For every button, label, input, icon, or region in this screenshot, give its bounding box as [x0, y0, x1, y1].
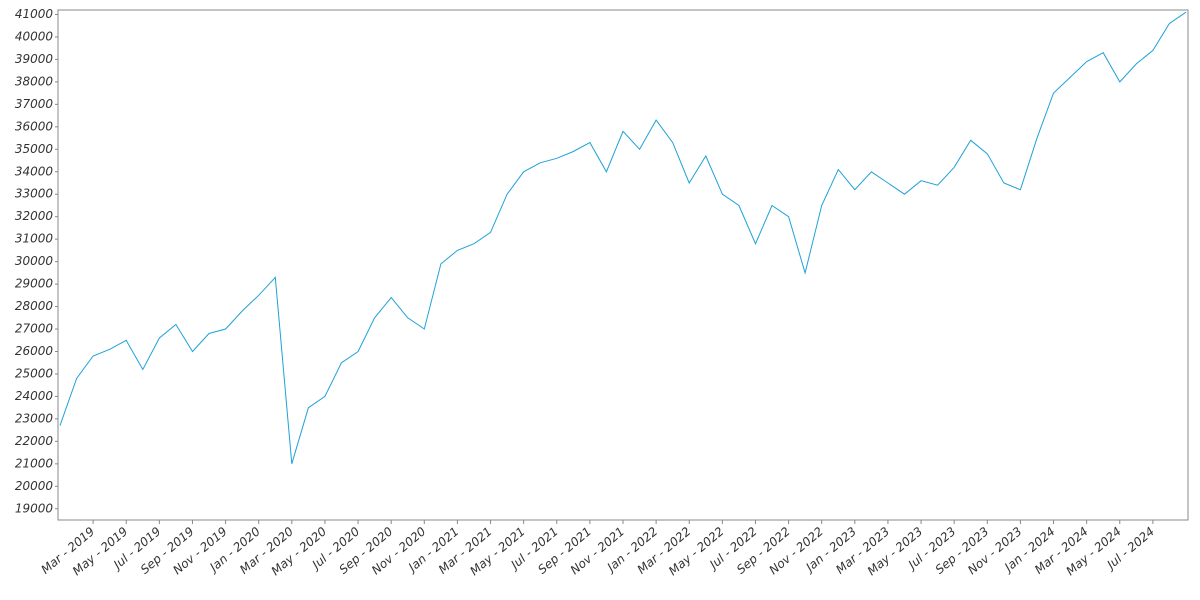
y-tick-label: 39000	[15, 52, 54, 66]
y-tick-label: 20000	[15, 479, 54, 493]
y-tick-label: 21000	[15, 456, 54, 470]
y-tick-label: 41000	[15, 7, 54, 21]
y-tick-label: 24000	[15, 389, 54, 403]
y-tick-label: 29000	[15, 277, 54, 291]
y-tick-label: 32000	[15, 209, 54, 223]
y-tick-label: 31000	[15, 232, 54, 246]
y-tick-label: 28000	[15, 299, 54, 313]
line-series	[59, 11, 1187, 464]
y-tick-label: 36000	[15, 119, 54, 133]
y-tick-label: 25000	[15, 366, 54, 380]
y-tick-label: 33000	[15, 187, 54, 201]
y-tick-label: 22000	[15, 434, 54, 448]
y-tick-label: 35000	[15, 142, 54, 156]
y-tick-label: 38000	[15, 74, 54, 88]
plot-frame	[57, 9, 1189, 521]
y-tick-label: 23000	[15, 411, 54, 425]
y-tick-label: 26000	[15, 344, 54, 358]
y-tick-label: 40000	[15, 29, 54, 43]
y-tick-label: 34000	[15, 164, 54, 178]
y-tick-label: 30000	[15, 254, 54, 268]
y-tick-label: 27000	[15, 322, 54, 336]
y-tick-label: 19000	[15, 501, 54, 515]
y-tick-label: 37000	[15, 97, 54, 111]
